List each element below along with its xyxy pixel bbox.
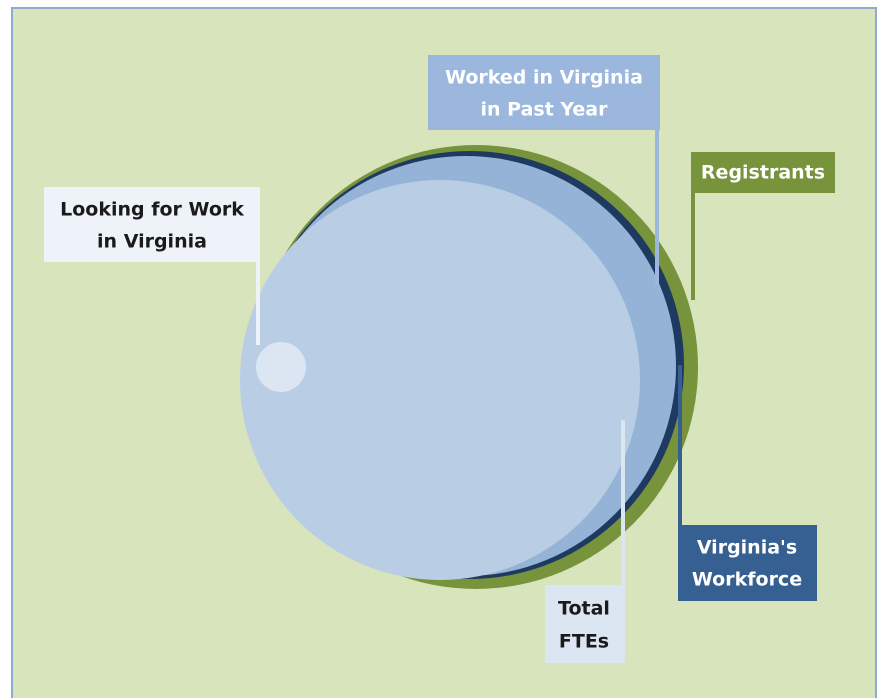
workforce-label: Workforce [692,569,802,591]
looking-label: in Virginia [97,231,207,253]
looking-box [44,187,260,262]
worked-label: in Past Year [481,99,609,121]
registrants-label: Registrants [701,162,825,184]
ftes-label: Total [558,598,610,620]
workforce-box [678,525,817,601]
worked-label: Worked in Virginia [445,67,643,89]
registrants-box [691,152,835,193]
looking-label: Looking for Work [60,199,244,221]
worked-box [428,55,660,130]
workforce-label: Virginia's [697,537,797,559]
looking-circle [256,342,306,392]
ftes-box [545,585,625,663]
ftes-circle [240,180,640,580]
ftes-label: FTEs [559,631,609,653]
